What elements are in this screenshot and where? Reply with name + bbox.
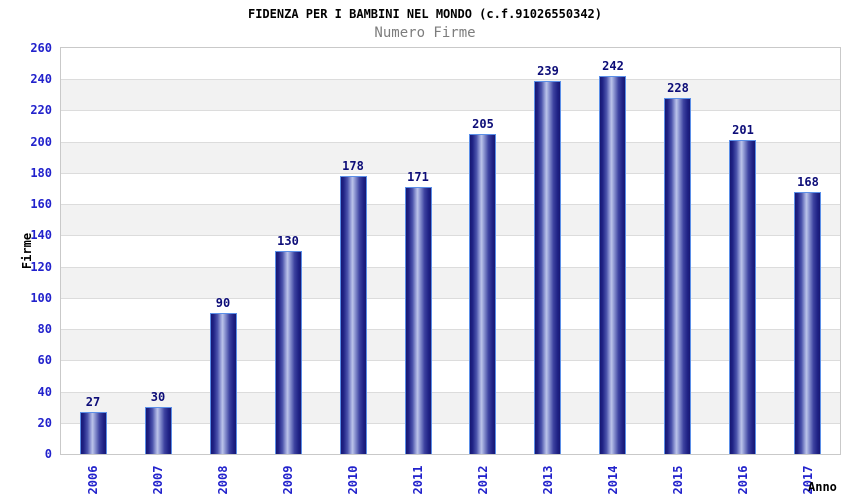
- bar-value-label: 242: [602, 59, 624, 73]
- bar-value-label: 27: [85, 395, 101, 409]
- y-tick-label: 80: [37, 322, 52, 336]
- x-axis-title: Anno: [808, 480, 837, 494]
- plot-band: [61, 204, 840, 236]
- bar: [340, 176, 367, 454]
- plot-band: [61, 266, 840, 298]
- chart-title: FIDENZA PER I BAMBINI NEL MONDO (c.f.910…: [247, 7, 602, 21]
- bar: [210, 313, 237, 454]
- plot-band: [61, 141, 840, 173]
- bar: [80, 412, 107, 454]
- plot-band: [61, 110, 840, 142]
- bar: [145, 407, 172, 454]
- bar: [275, 251, 302, 454]
- y-tick-label: 0: [44, 447, 52, 461]
- bar-value-label: 90: [215, 296, 231, 310]
- bar: [405, 187, 432, 454]
- bar-value-label: 130: [277, 234, 299, 248]
- bar-value-label: 168: [797, 175, 819, 189]
- bar-value-label: 30: [150, 390, 166, 404]
- bar: [469, 134, 496, 454]
- x-tick-label: 2006: [86, 465, 100, 495]
- x-tick-label: 2011: [411, 465, 425, 495]
- y-tick-label: 40: [37, 385, 52, 399]
- chart-subtitle: Numero Firme: [374, 25, 476, 41]
- bar-value-label: 171: [407, 170, 429, 184]
- x-tick-label: 2016: [736, 465, 750, 495]
- bar-value-label: 205: [472, 117, 494, 131]
- y-tick-label: 200: [30, 135, 52, 149]
- plot-band: [61, 235, 840, 267]
- plot-band: [61, 391, 840, 423]
- plot-band: [61, 329, 840, 361]
- x-tick-label: 2013: [541, 465, 555, 495]
- bar: [534, 81, 561, 454]
- x-tick-label: 2014: [606, 465, 620, 495]
- y-tick-label: 60: [37, 353, 52, 367]
- bar: [599, 76, 626, 454]
- x-tick-label: 2015: [671, 465, 685, 495]
- x-tick-label: 2007: [151, 465, 165, 495]
- x-tick-label: 2010: [346, 465, 360, 495]
- plot-band: [61, 422, 840, 454]
- bar-value-label: 178: [342, 159, 364, 173]
- bar: [729, 140, 756, 454]
- y-tick-label: 240: [30, 72, 52, 86]
- bar: [664, 98, 691, 454]
- bar-value-label: 201: [732, 123, 754, 137]
- y-tick-label: 160: [30, 197, 52, 211]
- y-tick-label: 20: [37, 416, 52, 430]
- plot-band: [61, 297, 840, 330]
- y-axis-title: Firme: [20, 232, 34, 270]
- x-tick-label: 2012: [476, 465, 490, 495]
- x-tick-label: 2008: [216, 465, 230, 495]
- y-tick-label: 260: [30, 41, 52, 55]
- y-tick-label: 220: [30, 103, 52, 117]
- bars-layer: 27 30 90 130 178 171 205 239 242 228 201 168: [61, 48, 840, 454]
- plot-area: [60, 47, 841, 455]
- bar-value-label: 239: [537, 64, 559, 78]
- bar: [794, 192, 821, 454]
- bar-value-label: 228: [667, 81, 689, 95]
- y-tick-label: 100: [30, 291, 52, 305]
- x-tick-label: 2009: [281, 465, 295, 495]
- plot-band: [61, 360, 840, 392]
- y-tick-label: 180: [30, 166, 52, 180]
- plot-band: [61, 48, 840, 80]
- plot-band: [61, 172, 840, 205]
- plot-band: [61, 79, 840, 111]
